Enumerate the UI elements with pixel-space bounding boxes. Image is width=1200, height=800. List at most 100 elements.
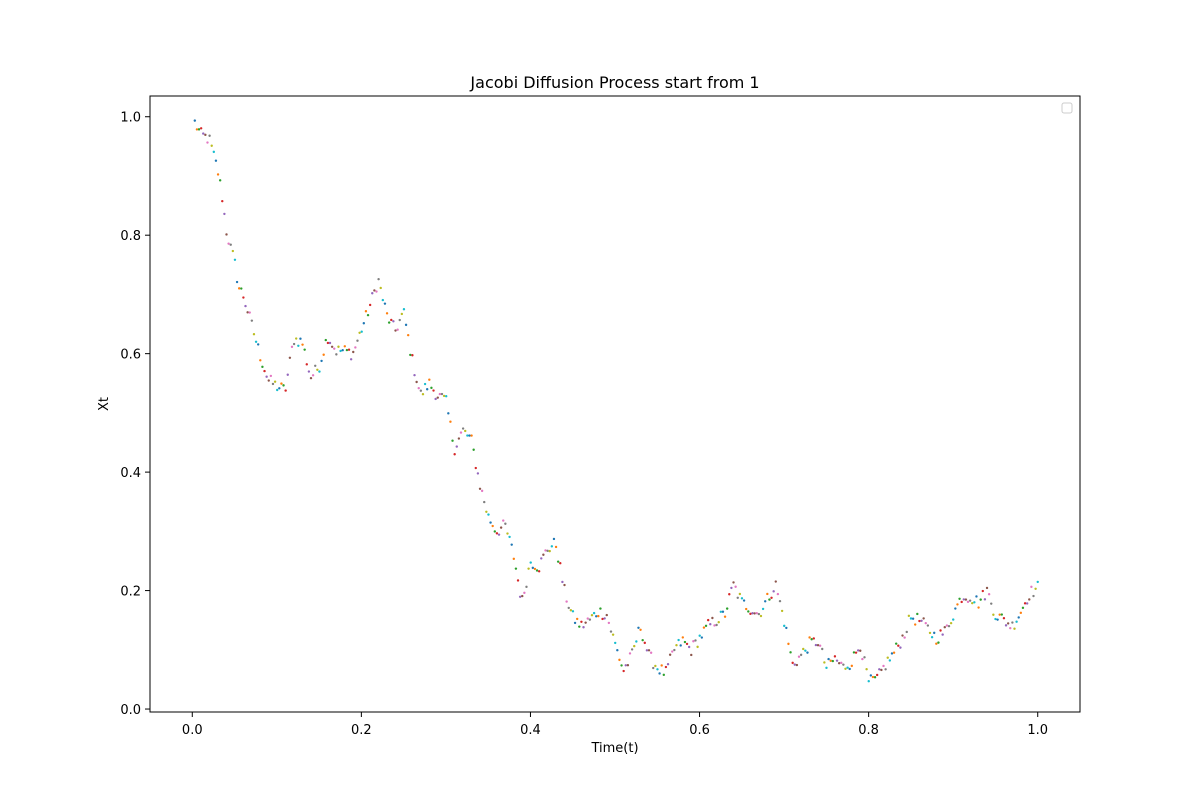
data-point [199,127,203,130]
data-point [933,631,936,635]
data-point [320,359,323,363]
data-point [1004,624,1008,627]
data-point [440,392,444,396]
data-point [347,348,351,351]
data-point [256,343,260,346]
data-point [402,308,406,311]
data-point [618,658,621,662]
data-point [973,601,976,604]
data-point [506,532,509,535]
data-point [776,592,780,596]
data-point [903,636,906,639]
data-point [493,530,496,533]
data-point [793,663,796,666]
data-point [954,607,957,610]
data-point [1000,613,1004,616]
data-point [956,603,959,606]
data-point [1023,602,1027,605]
data-point [406,333,410,337]
data-point [1034,587,1037,591]
data-point [909,617,913,620]
x-tick-label: 0.0 [182,723,203,738]
data-point [324,338,327,342]
data-point [295,337,298,340]
data-point [352,350,355,354]
data-point [322,353,325,356]
data-point [595,615,598,618]
x-tick-label: 0.4 [520,723,541,738]
data-point [413,373,416,377]
data-point [624,664,627,667]
data-point [605,613,608,617]
data-point [985,586,989,590]
data-point [971,601,974,605]
data-point [307,370,311,373]
data-point [248,311,251,314]
data-point [394,329,397,332]
data-point [214,159,218,162]
data-point [673,648,676,652]
data-point [567,606,570,610]
data-point [578,625,581,628]
data-point [434,397,437,401]
data-point [723,615,727,618]
data-point [892,651,896,654]
data-point [757,612,761,616]
data-point [227,242,230,245]
data-point [609,630,613,633]
data-point [358,331,361,334]
data-point [428,378,431,381]
data-point [282,384,285,387]
data-point [888,659,892,662]
x-tick-label: 0.2 [351,723,372,738]
data-point [601,617,604,621]
data-point [550,545,554,548]
data-point [960,600,963,604]
data-point [780,609,784,613]
data-point [635,640,638,643]
data-point [738,592,742,596]
data-point [911,617,915,620]
data-point [990,602,993,605]
data-point [497,533,501,536]
data-point [694,639,697,642]
data-point [563,583,566,587]
data-point [713,624,716,627]
data-point [339,349,342,353]
data-point [987,593,991,596]
data-point [812,637,815,640]
data-point [837,661,841,665]
chart-title: Jacobi Diffusion Process start from 1 [469,73,759,92]
data-point [894,642,898,645]
data-point [848,667,851,671]
data-point [233,258,237,261]
data-point [586,617,589,620]
data-point [751,612,754,615]
data-point [983,598,987,601]
data-point [799,653,803,657]
data-point [582,626,585,629]
data-point [901,634,904,637]
y-tick-label: 1.0 [120,111,141,126]
data-point [565,600,568,603]
data-point [442,394,446,398]
y-axis-ticks: 0.0 0.2 0.4 0.6 0.8 1.0 [120,111,150,718]
data-point [766,592,769,596]
data-point [379,286,382,290]
data-point [451,439,454,442]
data-point [231,249,235,253]
data-point [470,434,473,437]
data-point [772,590,775,593]
data-point [195,128,199,131]
data-point [343,345,346,348]
data-point [221,199,224,203]
data-point [867,680,870,683]
data-point [643,641,646,645]
data-point [392,320,395,323]
data-point [345,348,349,352]
data-point [614,641,617,645]
data-point [533,567,537,571]
data-point [244,304,247,308]
data-point [246,311,249,314]
data-point [899,646,902,649]
